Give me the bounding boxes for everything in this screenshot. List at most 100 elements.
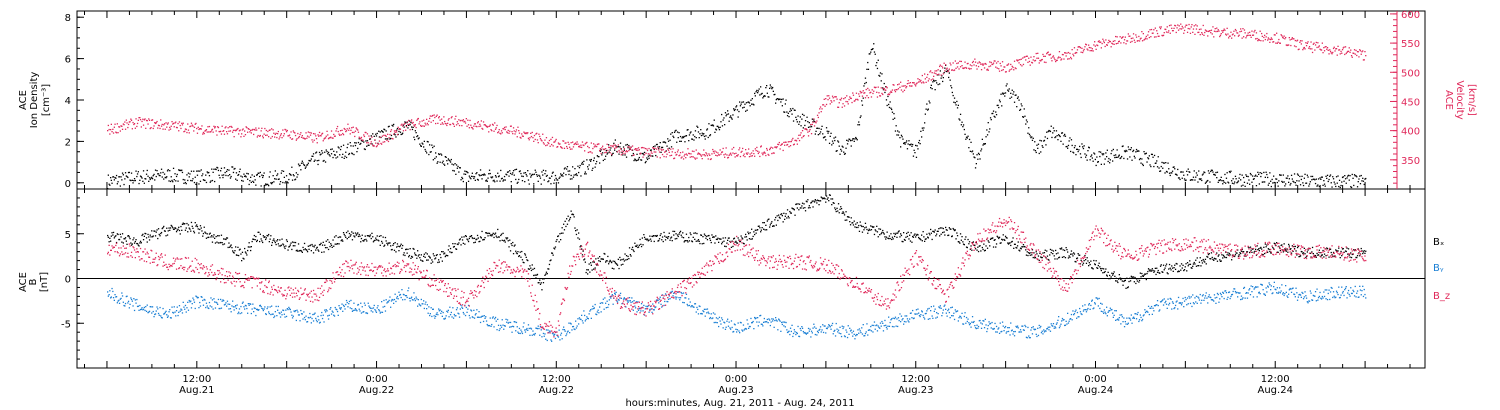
bx-point (430, 262, 432, 264)
velocity-point (1297, 48, 1299, 51)
velocity-point (619, 148, 622, 150)
bx-point (828, 200, 830, 202)
density-point (1216, 177, 1218, 179)
velocity-point (516, 136, 518, 138)
velocity-point (1264, 38, 1266, 41)
velocity-point (478, 125, 480, 128)
bx-point (435, 254, 437, 257)
density-point (303, 164, 306, 167)
bx-point (581, 254, 584, 256)
velocity-point (548, 142, 550, 145)
velocity-point (485, 125, 488, 127)
bx-point (869, 229, 871, 231)
density-point (1028, 133, 1031, 135)
velocity-point (770, 146, 772, 148)
density-point (707, 136, 709, 139)
density-point (775, 102, 777, 104)
bx-point (1064, 249, 1066, 252)
density-point (549, 177, 551, 179)
bx-point (839, 208, 841, 210)
velocity-point (128, 121, 130, 123)
density-point (695, 137, 697, 139)
velocity-point (175, 126, 178, 129)
density-point (1036, 144, 1038, 146)
velocity-point (222, 130, 224, 132)
density-point (892, 118, 894, 120)
velocity-point (423, 125, 425, 127)
bx-point (573, 216, 575, 218)
bx-point (960, 239, 962, 241)
density-point (129, 179, 131, 181)
velocity-point (805, 128, 807, 130)
velocity-point (1170, 24, 1172, 26)
bx-point (348, 236, 350, 238)
density-point (1364, 178, 1366, 180)
density-point (1347, 175, 1349, 177)
density-point (114, 177, 116, 179)
bx-point (992, 237, 994, 239)
density-point (282, 170, 285, 172)
density-point (1187, 168, 1189, 170)
velocity-point (1129, 41, 1132, 43)
velocity-point (1052, 56, 1054, 58)
bx-point (742, 238, 744, 240)
bx-point (233, 252, 235, 254)
bx-point (237, 246, 239, 248)
velocity-point (998, 70, 1001, 72)
velocity-point (1166, 26, 1168, 28)
bx-point (661, 236, 664, 238)
density-point (113, 179, 115, 181)
velocity-point (1118, 41, 1120, 43)
density-point (844, 152, 846, 155)
density-point (934, 89, 936, 91)
velocity-point (590, 142, 592, 144)
density-point (1180, 171, 1182, 173)
velocity-point (1310, 41, 1312, 43)
bx-point (791, 207, 793, 209)
density-point (1232, 178, 1234, 180)
density-point (244, 175, 246, 177)
density-point (187, 172, 190, 174)
density-point (405, 125, 408, 127)
density-point (564, 167, 566, 169)
velocity-y-tick-label: 500 (1401, 68, 1420, 79)
bx-point (578, 238, 581, 240)
bx-point (334, 243, 336, 245)
density-point (184, 179, 186, 181)
velocity-point (220, 130, 222, 132)
bx-point (215, 235, 217, 238)
density-point (370, 135, 372, 137)
bx-point (263, 236, 265, 238)
density-point (865, 81, 867, 84)
bx-point (686, 240, 688, 242)
bx-point (525, 256, 527, 258)
density-point (971, 151, 973, 153)
density-point (307, 162, 309, 164)
velocity-point (357, 131, 360, 133)
density-point (1174, 168, 1176, 170)
bx-point (202, 235, 204, 237)
density-point (1048, 129, 1050, 132)
bx-point (241, 260, 243, 262)
velocity-point (1353, 49, 1356, 51)
density-point (807, 121, 809, 123)
bx-point (767, 218, 769, 221)
density-point (1148, 155, 1150, 157)
density-point (1198, 170, 1200, 172)
bx-point (1041, 256, 1043, 259)
velocity-point (1273, 34, 1275, 36)
velocity-point (118, 126, 121, 128)
bx-point (360, 241, 362, 243)
velocity-point (676, 153, 678, 156)
bx-point (454, 243, 456, 245)
density-point (178, 169, 181, 172)
density-point (1190, 179, 1192, 181)
density-point (1018, 99, 1020, 101)
velocity-point (1287, 44, 1289, 46)
velocity-point (896, 89, 898, 91)
velocity-point (846, 95, 848, 97)
velocity-point (1230, 31, 1232, 33)
bx-point (700, 234, 703, 236)
bx-point (207, 236, 209, 239)
density-point (390, 134, 393, 137)
